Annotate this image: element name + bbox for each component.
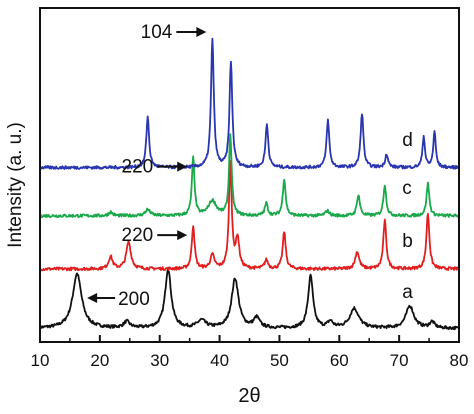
y-axis-label: Intensity (a. u.)	[5, 122, 26, 248]
x-tick-label: 20	[90, 351, 109, 370]
x-axis-ticks: 10 20 30 40 50 60 70 80	[31, 335, 469, 370]
arrow-head	[177, 230, 188, 241]
arrow-head	[196, 27, 207, 37]
x-tick-label: 30	[150, 351, 169, 370]
x-axis-label: 2θ	[238, 385, 260, 407]
series-line-d	[39, 37, 460, 170]
x-tick-label: 70	[390, 351, 409, 370]
series-label-a: a	[402, 282, 413, 303]
annotation-label: 220	[122, 157, 154, 178]
plot-area: a b c d	[39, 37, 460, 331]
arrow-head	[87, 293, 98, 303]
x-tick-label: 10	[31, 351, 50, 370]
x-tick-label: 50	[270, 351, 289, 370]
series-label-b: b	[402, 231, 413, 252]
series-line-a	[39, 268, 460, 331]
arrow-head	[177, 161, 188, 172]
x-tick-label: 80	[450, 351, 469, 370]
peak-annotations: 104 220 220 200	[87, 22, 207, 310]
series-label-d: d	[402, 130, 413, 151]
annotation-label: 220	[122, 225, 154, 246]
series-line-c	[39, 133, 460, 219]
x-tick-label: 40	[210, 351, 229, 370]
series-line-b	[39, 159, 460, 272]
plot-frame	[39, 7, 460, 343]
x-tick-label: 60	[330, 351, 349, 370]
annotation-label: 200	[118, 289, 150, 310]
series-label-c: c	[402, 178, 412, 199]
annotation-label: 104	[141, 22, 173, 43]
